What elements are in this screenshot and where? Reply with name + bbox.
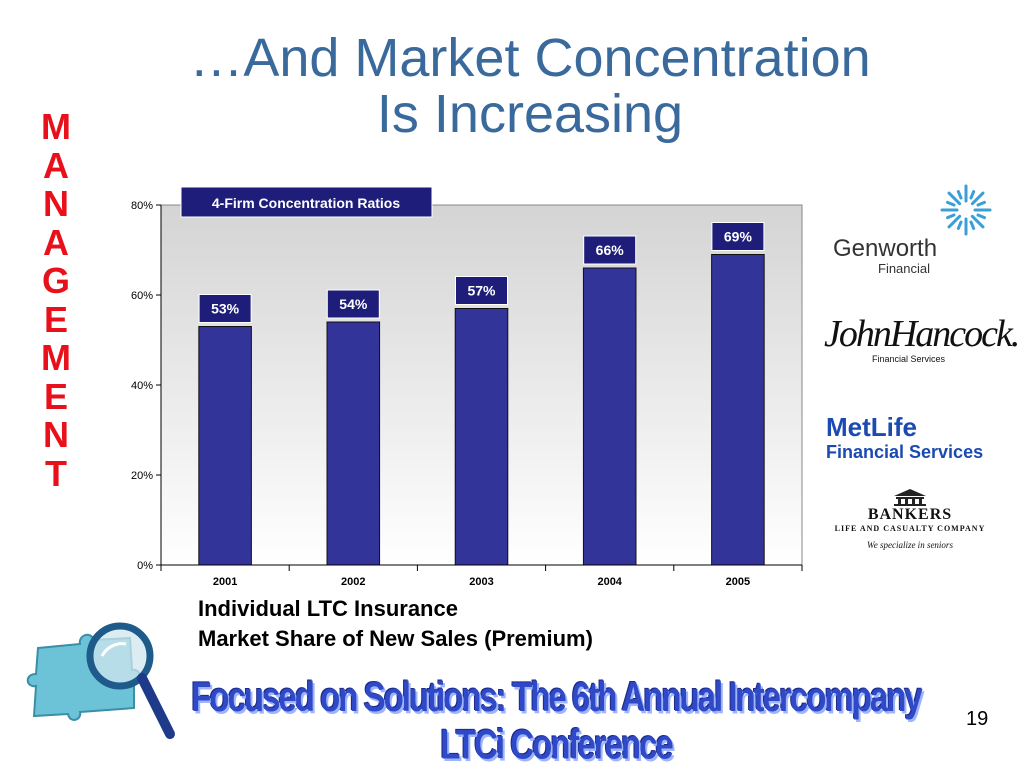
star-ray <box>947 214 962 229</box>
legend-box-text: 4-Firm Concentration Ratios <box>212 195 400 211</box>
y-tick-label: 80% <box>131 200 153 212</box>
star-ray <box>976 213 986 220</box>
x-tick-label: 2001 <box>213 576 237 588</box>
bankers-logo: BANKERS LIFE AND CASUALTY COMPANY We spe… <box>824 488 1004 558</box>
side-letter: M <box>41 106 71 147</box>
metlife-name: MetLife <box>826 412 917 442</box>
bankers-tagline: We specialize in seniors <box>867 540 953 550</box>
data-label-box <box>198 294 252 323</box>
chart-caption: Individual LTC Insurance Market Share of… <box>198 594 593 654</box>
x-axis: 2001 2002 2003 2004 2005 <box>160 564 803 588</box>
bankers-name: BANKERS <box>867 506 953 523</box>
bankers-sub: LIFE AND CASUALTY COMPANY <box>834 524 986 533</box>
data-label: 57% <box>467 283 496 299</box>
side-letter: A <box>43 221 69 263</box>
conference-footer: Focused on Solutions: The 6th Annual Int… <box>191 673 922 768</box>
legend-box-bg <box>180 186 433 218</box>
title-line-1: …And Market Concentration <box>189 28 871 88</box>
hancock-sub: Financial Services <box>872 354 946 364</box>
data-label: 69% <box>724 229 753 245</box>
y-tick-label: 40% <box>131 380 153 392</box>
hancock-name: JohnHancock. <box>824 313 1020 355</box>
genworth-star-icon <box>940 184 992 236</box>
data-label-box <box>711 222 765 251</box>
side-letter: A <box>43 144 69 186</box>
caption-line-1: Individual LTC Insurance <box>198 596 458 621</box>
genworth-name: Genworth <box>833 235 938 262</box>
building-icon <box>894 489 926 506</box>
star-ray <box>947 191 962 206</box>
genworth-sub: Financial <box>878 261 931 276</box>
genworth-logo: Genworth Financial <box>830 180 1000 280</box>
side-letter: T <box>45 452 67 494</box>
data-label-box <box>455 276 508 305</box>
data-label-box <box>583 235 637 265</box>
star-ray <box>976 200 986 207</box>
bar-2005 <box>711 254 765 566</box>
side-letter: N <box>43 183 69 224</box>
data-labels: 53% 54% 57% 66% 69% <box>198 222 765 323</box>
bar-2004 <box>582 267 637 566</box>
slide-title: …And Market Concentration Is Increasing <box>90 30 970 142</box>
metlife-logo: MetLife Financial Services <box>826 412 1006 468</box>
bars <box>198 254 765 566</box>
star-ray <box>969 190 976 200</box>
x-tick-label: 2002 <box>341 576 365 588</box>
side-letter: E <box>43 375 68 417</box>
side-letter: N <box>43 414 69 455</box>
y-tick-label: 0% <box>137 560 153 572</box>
caption-line-2: Market Share of New Sales (Premium) <box>198 626 593 651</box>
star-ray <box>956 220 963 230</box>
john-hancock-logo: JohnHancock. Financial Services <box>822 312 1020 382</box>
star-ray <box>970 191 985 206</box>
bar-2001 <box>198 326 252 566</box>
star-ray <box>970 214 985 229</box>
star-ray <box>969 220 976 230</box>
y-tick-label: 20% <box>131 470 153 482</box>
puzzle-magnifier-icon <box>26 622 175 739</box>
x-tick-label: 2003 <box>469 576 493 588</box>
title-line-2: Is Increasing <box>376 84 684 144</box>
bar-2002 <box>326 321 381 566</box>
metlife-sub: Financial Services <box>826 442 984 462</box>
data-label: 54% <box>339 296 368 312</box>
x-tick-label: 2005 <box>726 576 750 588</box>
star-ray <box>946 213 956 220</box>
concentration-bar-chart: 0%20%40%60%80% 2001 2002 2003 2004 2005 53% 5… <box>131 186 803 588</box>
data-label: 53% <box>211 301 240 317</box>
bar-2003 <box>454 308 509 566</box>
side-letter: E <box>43 298 68 340</box>
side-word-management: M A N A G E M E N T <box>34 106 78 494</box>
x-tick-label: 2004 <box>597 576 622 588</box>
data-label-box <box>326 289 380 319</box>
page-number: 19 <box>966 708 989 730</box>
data-label: 66% <box>596 242 625 258</box>
side-letter: G <box>41 260 70 301</box>
y-axis: 0% 20% 40% 60% 80% <box>131 200 162 572</box>
y-tick-label: 60% <box>131 290 153 302</box>
side-letter: M <box>41 337 71 378</box>
star-ray <box>946 200 956 207</box>
star-ray <box>956 190 963 200</box>
legend-box: 4-Firm Concentration Ratios <box>180 186 433 218</box>
